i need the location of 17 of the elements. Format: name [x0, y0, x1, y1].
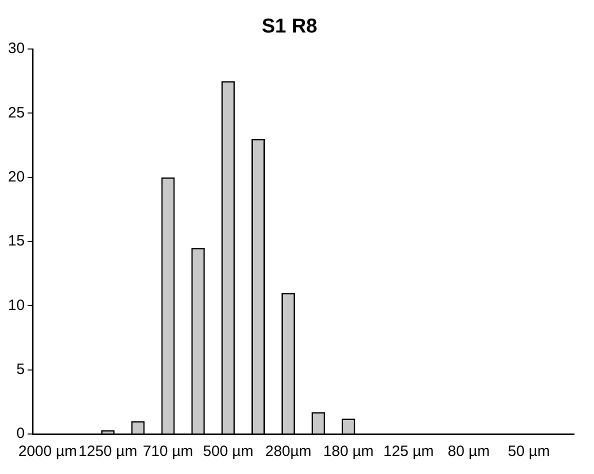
y-tick-label: 25 — [8, 104, 25, 122]
x-tick-label: 500 µm — [202, 443, 254, 460]
x-tick-label: 2000 µm — [18, 443, 78, 460]
chart-title: S1 R8 — [262, 16, 318, 38]
y-tick-label: 20 — [8, 168, 25, 186]
y-tick-label: 15 — [8, 232, 25, 250]
y-tick-label: 5 — [16, 360, 25, 378]
y-tick-label: 10 — [8, 296, 25, 314]
x-tick-label: 80 µm — [448, 443, 490, 460]
x-tick-label: 125 µm — [383, 443, 434, 460]
x-tick-label: 280µm — [265, 443, 312, 460]
x-tick-label: 50 µm — [508, 443, 550, 460]
x-tick-label: 1250 µm — [78, 443, 138, 460]
x-tick-label: 180 µm — [323, 443, 374, 460]
y-tick-label: 0 — [16, 425, 25, 442]
y-tick-label: 30 — [8, 40, 25, 58]
x-tick-label: 710 µm — [142, 443, 194, 460]
